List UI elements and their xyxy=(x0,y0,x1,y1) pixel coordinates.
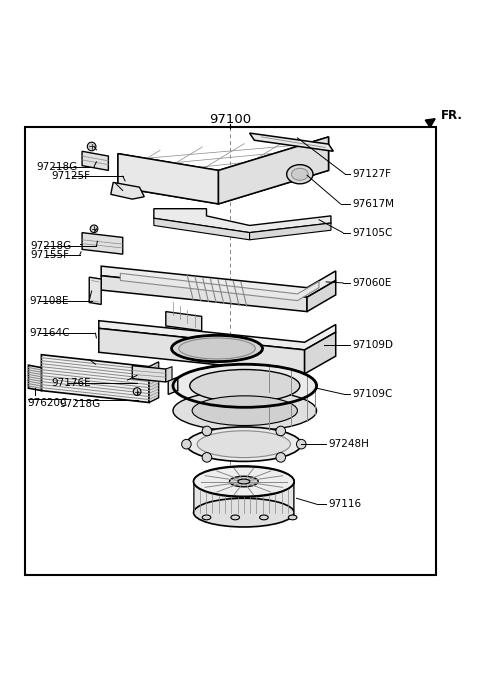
Polygon shape xyxy=(99,328,305,374)
Ellipse shape xyxy=(193,466,294,496)
Ellipse shape xyxy=(193,466,294,497)
Text: 97218G: 97218G xyxy=(30,241,72,251)
Polygon shape xyxy=(250,223,331,240)
Ellipse shape xyxy=(179,338,255,359)
Text: 97108E: 97108E xyxy=(29,295,69,306)
Polygon shape xyxy=(101,266,336,297)
Polygon shape xyxy=(305,332,336,374)
Polygon shape xyxy=(193,482,294,513)
Circle shape xyxy=(90,225,98,233)
Text: FR.: FR. xyxy=(441,109,463,122)
Polygon shape xyxy=(101,276,307,311)
Bar xyxy=(24,127,436,575)
Polygon shape xyxy=(28,365,41,391)
Ellipse shape xyxy=(171,335,263,361)
Ellipse shape xyxy=(193,498,294,527)
Polygon shape xyxy=(250,133,333,152)
Polygon shape xyxy=(154,208,331,233)
Ellipse shape xyxy=(197,431,290,457)
Text: 97060E: 97060E xyxy=(352,278,392,288)
Polygon shape xyxy=(154,218,250,240)
Text: 97617M: 97617M xyxy=(352,199,395,209)
Polygon shape xyxy=(118,137,328,204)
Ellipse shape xyxy=(173,391,317,431)
Ellipse shape xyxy=(287,165,313,183)
Polygon shape xyxy=(118,154,218,204)
Circle shape xyxy=(276,426,286,436)
Circle shape xyxy=(297,439,306,449)
Ellipse shape xyxy=(173,364,317,407)
Ellipse shape xyxy=(202,515,211,520)
Ellipse shape xyxy=(288,515,297,520)
Text: 97248H: 97248H xyxy=(328,439,370,449)
Ellipse shape xyxy=(291,168,308,180)
Polygon shape xyxy=(120,273,319,301)
Polygon shape xyxy=(82,152,108,170)
Polygon shape xyxy=(132,366,166,382)
Ellipse shape xyxy=(186,427,301,461)
Circle shape xyxy=(181,439,191,449)
Circle shape xyxy=(202,426,212,436)
Text: 97109C: 97109C xyxy=(352,389,393,400)
Polygon shape xyxy=(307,281,336,311)
Ellipse shape xyxy=(229,476,258,486)
Polygon shape xyxy=(111,182,144,199)
Text: 97620C: 97620C xyxy=(27,398,67,407)
Text: 97109D: 97109D xyxy=(352,340,394,350)
Polygon shape xyxy=(82,233,123,254)
Ellipse shape xyxy=(238,479,250,484)
Circle shape xyxy=(133,388,141,395)
Polygon shape xyxy=(166,367,172,382)
Text: 97218G: 97218G xyxy=(36,161,78,172)
Polygon shape xyxy=(89,277,101,304)
Polygon shape xyxy=(99,320,336,350)
Ellipse shape xyxy=(190,370,300,402)
Polygon shape xyxy=(41,354,149,402)
Text: 97100: 97100 xyxy=(209,113,252,126)
Text: 97105C: 97105C xyxy=(352,228,393,238)
Polygon shape xyxy=(166,311,202,331)
Circle shape xyxy=(202,452,212,462)
Text: 97116: 97116 xyxy=(328,500,361,509)
Circle shape xyxy=(276,452,286,462)
Text: 97127F: 97127F xyxy=(352,170,392,179)
Polygon shape xyxy=(149,362,158,402)
Circle shape xyxy=(87,142,96,151)
Text: 97164C: 97164C xyxy=(29,328,70,338)
Text: 97125F: 97125F xyxy=(51,171,90,181)
Ellipse shape xyxy=(260,515,268,520)
Text: 97218G: 97218G xyxy=(59,399,100,409)
Polygon shape xyxy=(218,137,328,204)
Text: 97155F: 97155F xyxy=(30,250,70,260)
Ellipse shape xyxy=(192,396,298,425)
Ellipse shape xyxy=(231,515,240,520)
Polygon shape xyxy=(168,377,178,394)
Text: 97176E: 97176E xyxy=(51,378,91,389)
